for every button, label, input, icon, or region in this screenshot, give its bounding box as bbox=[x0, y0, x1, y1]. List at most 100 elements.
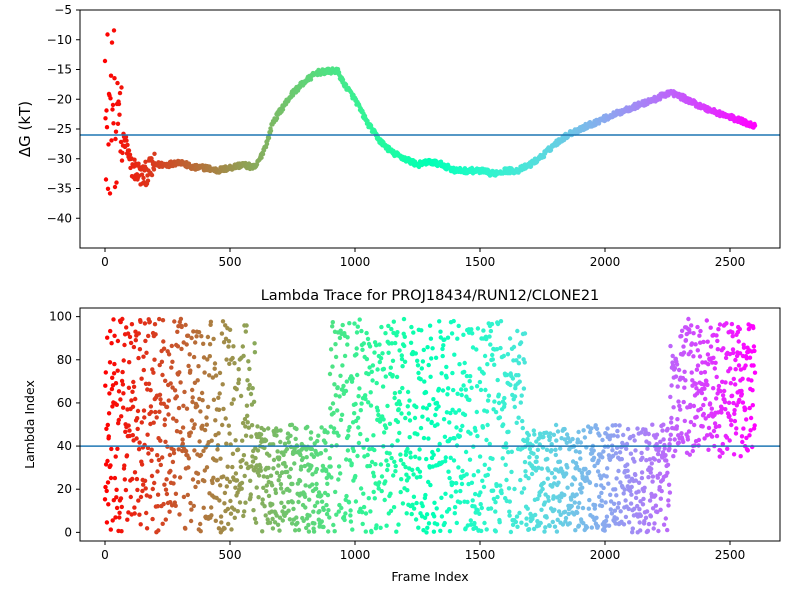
data-point bbox=[604, 514, 610, 519]
data-point bbox=[399, 411, 404, 416]
data-point bbox=[387, 421, 393, 426]
data-point bbox=[324, 468, 329, 474]
data-point bbox=[218, 514, 224, 519]
data-point bbox=[115, 446, 120, 451]
data-point bbox=[734, 353, 740, 359]
data-point bbox=[605, 466, 610, 471]
data-point bbox=[727, 438, 732, 443]
data-point bbox=[596, 458, 601, 463]
data-point bbox=[524, 516, 529, 521]
data-point bbox=[368, 390, 373, 395]
data-point bbox=[399, 477, 404, 482]
data-point bbox=[282, 504, 287, 510]
data-point bbox=[377, 359, 382, 365]
data-point bbox=[550, 519, 555, 525]
data-point bbox=[305, 424, 310, 430]
data-point bbox=[686, 429, 692, 434]
data-point bbox=[268, 128, 274, 133]
data-point bbox=[402, 359, 408, 364]
data-point bbox=[586, 506, 591, 511]
data-point bbox=[241, 513, 246, 519]
data-point bbox=[481, 371, 486, 376]
data-point bbox=[139, 172, 145, 177]
y-tick-label: −30 bbox=[47, 152, 72, 166]
y-tick-label: 40 bbox=[57, 439, 72, 453]
data-point bbox=[123, 487, 129, 493]
data-point bbox=[121, 405, 126, 410]
data-point bbox=[105, 32, 110, 37]
data-point bbox=[578, 456, 583, 461]
y-tick-label: −15 bbox=[47, 63, 72, 77]
data-point bbox=[665, 462, 671, 467]
data-point bbox=[534, 459, 539, 464]
data-point bbox=[492, 399, 497, 404]
bottom-axes-frame bbox=[79, 307, 781, 542]
data-point bbox=[701, 339, 706, 345]
data-point bbox=[364, 437, 370, 442]
data-point bbox=[246, 359, 251, 364]
data-point bbox=[653, 503, 659, 508]
data-point bbox=[407, 418, 413, 423]
data-point bbox=[562, 437, 568, 442]
data-point bbox=[127, 428, 132, 433]
data-point bbox=[456, 465, 461, 470]
data-point bbox=[192, 448, 197, 453]
data-point bbox=[119, 85, 124, 90]
data-point bbox=[678, 407, 683, 412]
data-point bbox=[644, 509, 650, 514]
data-point bbox=[136, 447, 142, 452]
data-point bbox=[106, 142, 111, 147]
data-point bbox=[351, 448, 356, 454]
data-point bbox=[104, 488, 109, 494]
data-point bbox=[679, 333, 684, 339]
data-point bbox=[449, 494, 454, 499]
data-point bbox=[525, 506, 530, 511]
data-point bbox=[469, 385, 474, 390]
data-point bbox=[408, 450, 413, 455]
data-point bbox=[376, 412, 381, 418]
data-point bbox=[144, 350, 149, 355]
data-point bbox=[601, 449, 606, 454]
data-point bbox=[356, 394, 361, 399]
data-point bbox=[605, 426, 610, 431]
data-point bbox=[266, 465, 271, 471]
data-point bbox=[498, 483, 503, 488]
data-point bbox=[440, 353, 445, 359]
data-point bbox=[397, 430, 402, 436]
data-point bbox=[215, 477, 220, 482]
data-point bbox=[462, 412, 468, 418]
data-point bbox=[113, 381, 119, 386]
data-point bbox=[574, 492, 579, 497]
data-point bbox=[713, 360, 718, 365]
data-point bbox=[111, 371, 117, 376]
data-point bbox=[656, 458, 662, 463]
data-point bbox=[453, 410, 458, 415]
data-point bbox=[589, 525, 594, 530]
data-point bbox=[573, 528, 578, 533]
data-point bbox=[688, 402, 693, 408]
data-point bbox=[492, 362, 497, 367]
x-tick-label: 500 bbox=[219, 548, 242, 562]
data-point bbox=[207, 342, 213, 347]
bottom-chart-title: Lambda Trace for PROJ18434/RUN12/CLONE21 bbox=[261, 288, 600, 304]
data-point bbox=[147, 494, 153, 499]
data-point bbox=[224, 441, 229, 446]
data-point bbox=[551, 432, 557, 437]
data-point bbox=[550, 484, 555, 489]
data-point bbox=[731, 452, 737, 457]
data-point bbox=[344, 493, 349, 499]
data-point bbox=[244, 461, 249, 466]
data-point bbox=[443, 455, 448, 460]
data-point bbox=[426, 479, 431, 485]
data-point bbox=[542, 500, 547, 505]
bottom-x-axis-label: Frame Index bbox=[391, 569, 468, 584]
data-point bbox=[315, 500, 320, 505]
data-point bbox=[606, 481, 611, 486]
data-point bbox=[662, 446, 667, 451]
data-point bbox=[737, 326, 742, 332]
data-point bbox=[654, 442, 659, 447]
data-point bbox=[274, 470, 280, 475]
data-point bbox=[715, 391, 720, 396]
data-point bbox=[695, 348, 700, 353]
data-point bbox=[146, 333, 151, 339]
